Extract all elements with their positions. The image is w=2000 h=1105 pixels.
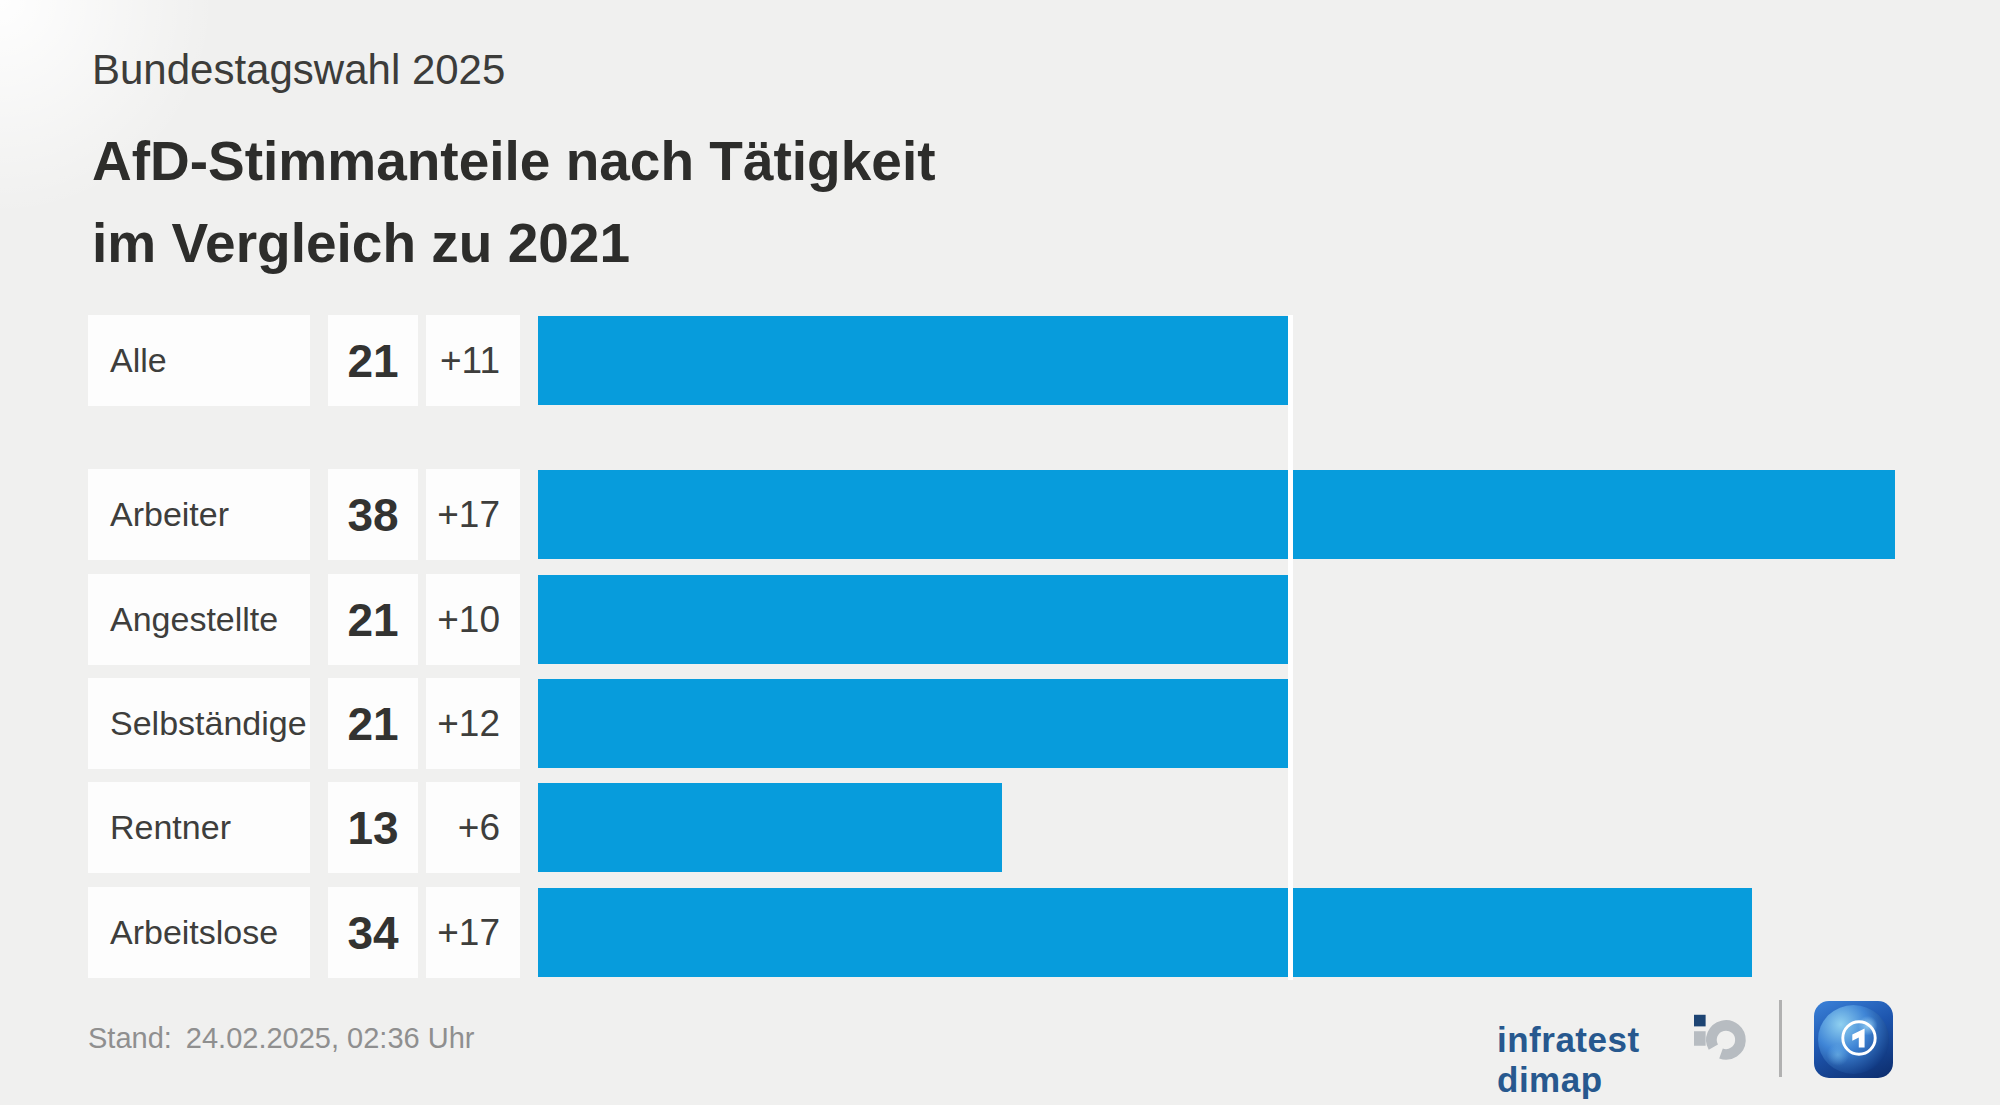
value-box: 21	[328, 315, 418, 406]
value-box: 21	[328, 678, 418, 769]
stand-value: 24.02.2025, 02:36 Uhr	[186, 1022, 475, 1054]
bar	[538, 888, 1752, 977]
bar	[538, 470, 1895, 559]
table-row: Rentner13+6	[0, 782, 2000, 873]
infratest-dimap-logo: infratest dimap	[1497, 1020, 1640, 1100]
value-box: 34	[328, 887, 418, 978]
bar	[538, 575, 1288, 664]
footer-divider	[1779, 1000, 1782, 1077]
delta-box: +17	[426, 469, 520, 560]
table-row: Selbständige21+12	[0, 678, 2000, 769]
ard-one-icon	[1840, 1019, 1878, 1057]
bar	[538, 316, 1288, 405]
table-row: Arbeiter38+17	[0, 469, 2000, 560]
delta-box: +17	[426, 887, 520, 978]
category-label: Arbeiter	[88, 469, 310, 560]
category-label: Rentner	[88, 782, 310, 873]
delta-box: +12	[426, 678, 520, 769]
value-box: 21	[328, 574, 418, 665]
table-row: Angestellte21+10	[0, 574, 2000, 665]
bar-chart: Alle21+11Arbeiter38+17Angestellte21+10Se…	[0, 0, 2000, 1105]
delta-box: +10	[426, 574, 520, 665]
status-timestamp: Stand: 24.02.2025, 02:36 Uhr	[88, 1022, 474, 1054]
ard-tagesschau-icon	[1814, 1001, 1893, 1078]
category-label: Angestellte	[88, 574, 310, 665]
value-box: 13	[328, 782, 418, 873]
table-row: Alle21+11	[0, 315, 2000, 406]
category-label: Selbständige	[88, 678, 310, 769]
bar	[538, 679, 1288, 768]
category-label: Arbeitslose	[88, 887, 310, 978]
bar	[538, 783, 1002, 872]
category-label: Alle	[88, 315, 310, 406]
infratest-dimap-logo-icon	[1694, 1012, 1754, 1064]
reference-line	[1288, 315, 1293, 980]
table-row: Arbeitslose34+17	[0, 887, 2000, 978]
delta-box: +11	[426, 315, 520, 406]
value-box: 38	[328, 469, 418, 560]
delta-box: +6	[426, 782, 520, 873]
stand-label: Stand:	[88, 1022, 172, 1054]
